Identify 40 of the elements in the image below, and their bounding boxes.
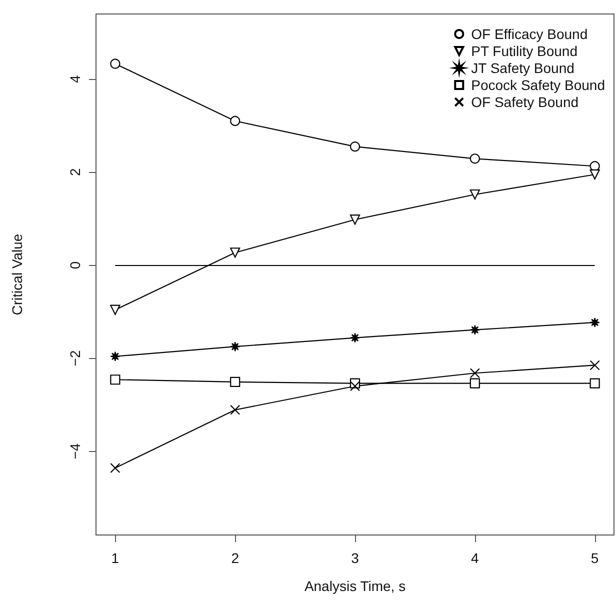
point — [110, 374, 120, 385]
point — [230, 404, 240, 415]
x-axis-title: Analysis Time, s — [304, 578, 406, 594]
point — [350, 381, 360, 392]
y-tick-label: 0 — [67, 261, 83, 270]
point — [110, 462, 120, 474]
y-tick-label: −4 — [67, 443, 83, 460]
point — [590, 169, 600, 180]
point — [230, 116, 240, 126]
point — [110, 58, 120, 69]
point — [470, 378, 480, 388]
point — [470, 154, 480, 164]
point — [350, 214, 360, 225]
legend-label: PT Futility Bound — [471, 43, 578, 59]
point — [470, 189, 480, 200]
x-tick-label: 3 — [351, 550, 360, 566]
point — [230, 342, 240, 352]
y-tick-label: 4 — [67, 75, 83, 84]
y-tick-label: 2 — [67, 168, 83, 176]
legend-label: JT Safety Bound — [471, 60, 574, 76]
point — [350, 142, 360, 152]
point — [590, 360, 600, 370]
point — [470, 324, 480, 335]
legend-label: OF Safety Bound — [471, 94, 579, 110]
point — [110, 304, 120, 315]
x-tick-label: 2 — [231, 550, 240, 566]
x-tick-label: 1 — [111, 550, 120, 566]
point — [470, 368, 480, 378]
point — [230, 376, 240, 388]
y-tick-label: −2 — [67, 350, 83, 366]
point — [230, 248, 240, 258]
point — [350, 332, 360, 343]
point — [590, 378, 600, 388]
x-tick-label: 4 — [471, 550, 480, 566]
point — [590, 317, 600, 328]
legend-label: OF Efficacy Bound — [471, 26, 588, 42]
x-tick-label: 5 — [590, 550, 599, 566]
point — [110, 351, 120, 362]
legend-label: Pocock Safety Bound — [471, 77, 606, 93]
y-axis-title: Critical Value — [9, 234, 25, 316]
